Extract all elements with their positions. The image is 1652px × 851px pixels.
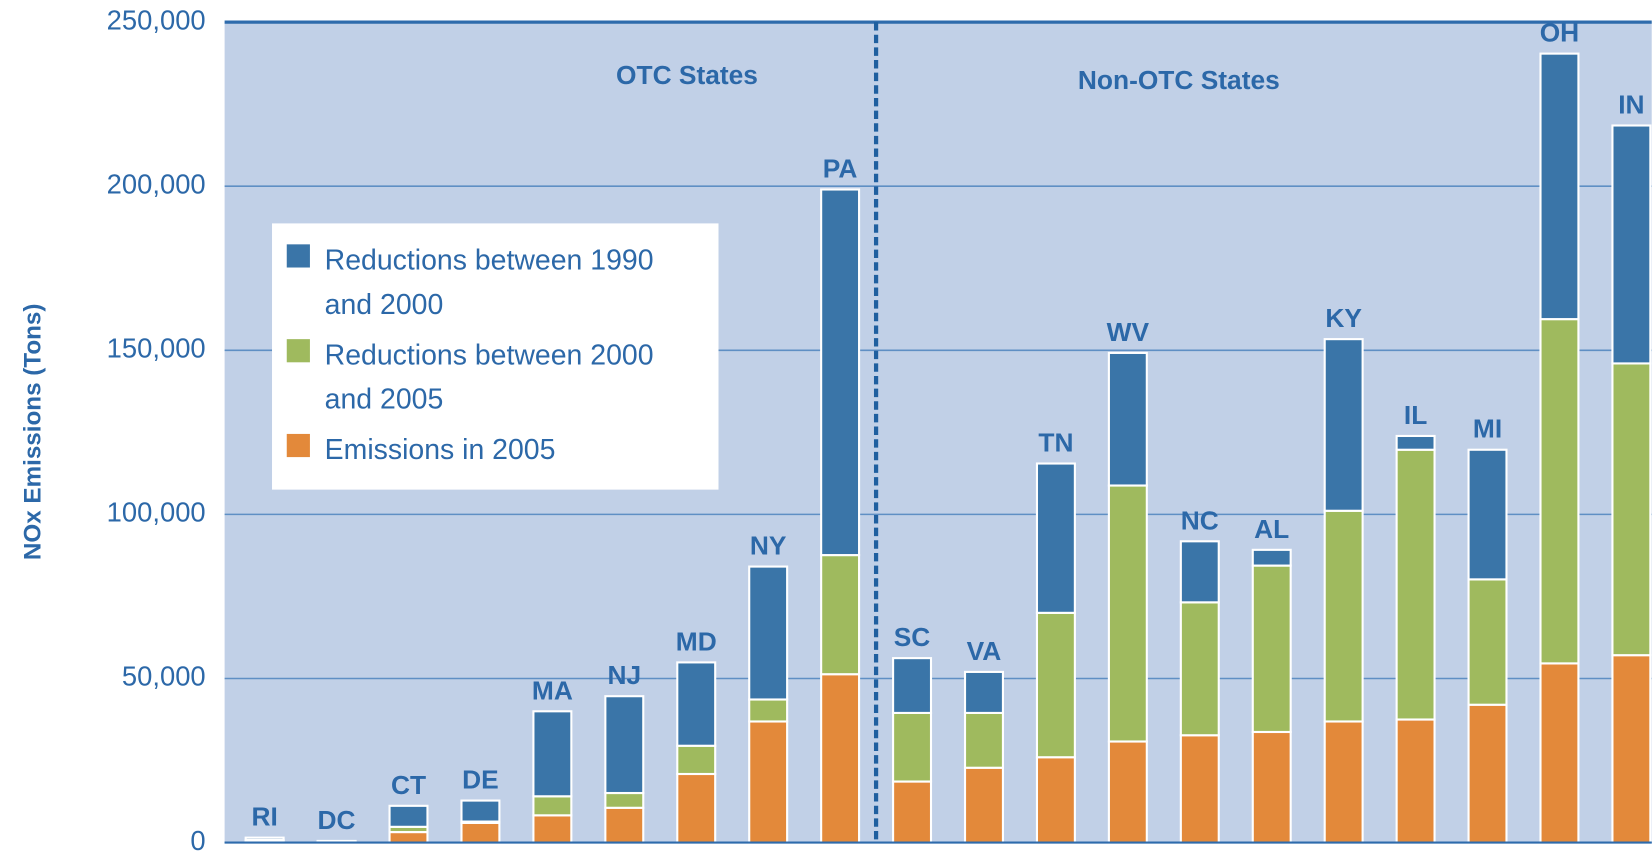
legend: Reductions between 1990 and 2000 Reductio… xyxy=(272,223,719,490)
bar-segment xyxy=(748,720,789,844)
bar-segment xyxy=(532,795,573,817)
bar-segment xyxy=(1251,564,1292,734)
legend-item: Reductions between 2000 and 2005 xyxy=(286,333,708,421)
bar-segment xyxy=(1467,448,1508,581)
category-label: VA xyxy=(967,636,1002,666)
bar-segment xyxy=(1539,662,1580,844)
bar-segment xyxy=(748,698,789,723)
bar-segment xyxy=(604,791,645,809)
y-tick-label: 50,000 xyxy=(122,661,206,692)
category-label: KY xyxy=(1325,303,1362,333)
bar-segment xyxy=(604,695,645,795)
category-label: NC xyxy=(1181,505,1219,535)
category-label: OH xyxy=(1540,18,1580,48)
bar-segment xyxy=(1323,338,1364,512)
bar-segment xyxy=(1323,509,1364,723)
y-tick-label: 0 xyxy=(190,825,205,851)
bar-segment xyxy=(1395,718,1436,844)
bar-segment xyxy=(820,188,861,557)
bar-segment xyxy=(1251,730,1292,844)
bar-segment xyxy=(676,661,717,747)
category-label: DC xyxy=(318,805,356,835)
bar-segment xyxy=(1467,703,1508,844)
bar-segment xyxy=(963,670,1004,714)
legend-box: Reductions between 1990 and 2000 Reductio… xyxy=(272,223,719,490)
bar-segment xyxy=(820,554,861,676)
bar-segment xyxy=(1323,720,1364,844)
category-label: RI xyxy=(251,802,277,832)
category-label: WV xyxy=(1107,317,1150,347)
group-label: OTC States xyxy=(616,60,758,90)
bar-segment xyxy=(1539,52,1580,321)
bar-segment xyxy=(1035,462,1076,614)
bar-segment xyxy=(1179,601,1220,737)
bar-segment xyxy=(1539,318,1580,665)
bar-segment xyxy=(963,711,1004,769)
category-label: IN xyxy=(1618,89,1644,119)
bar-segment xyxy=(892,780,933,844)
bar-segment xyxy=(388,831,429,844)
legend-label: Reductions between 2000 and 2005 xyxy=(324,339,654,415)
bar-segment xyxy=(388,804,429,828)
y-axis-label: NOx Emissions (Tons) xyxy=(19,304,46,561)
bar-segment xyxy=(460,799,501,823)
legend-label: Emissions in 2005 xyxy=(324,433,556,466)
bar-segment xyxy=(244,836,285,842)
y-tick-label: 150,000 xyxy=(107,333,206,364)
category-label: DE xyxy=(462,765,499,795)
y-tick-label: 250,000 xyxy=(107,4,206,35)
legend-item: Reductions between 1990 and 2000 xyxy=(286,238,708,326)
bar-segment xyxy=(820,673,861,844)
category-label: SC xyxy=(894,622,931,652)
category-label: CT xyxy=(391,770,426,800)
bar-segment xyxy=(604,806,645,844)
bar-segment xyxy=(1611,124,1652,365)
y-tick-label: 100,000 xyxy=(107,497,206,528)
bar-segment xyxy=(676,744,717,776)
category-label: AL xyxy=(1254,514,1289,544)
category-label: MA xyxy=(532,675,573,705)
bar-segment xyxy=(1107,351,1148,487)
bar-segment xyxy=(892,711,933,783)
bar-segment xyxy=(676,772,717,844)
bar-segment xyxy=(748,565,789,701)
bar-segment xyxy=(1395,434,1436,451)
category-label: NY xyxy=(750,531,787,561)
legend-item: Emissions in 2005 xyxy=(286,428,708,472)
bar-segment xyxy=(1107,740,1148,844)
bar-segment xyxy=(532,814,573,844)
bar-segment xyxy=(1035,756,1076,844)
bar-segment xyxy=(1395,448,1436,721)
bar-segment xyxy=(892,657,933,714)
bar-segment xyxy=(1179,540,1220,604)
bar-segment xyxy=(1611,654,1652,844)
bar-segment xyxy=(460,821,501,844)
bar-segment xyxy=(1251,548,1292,567)
legend-swatch xyxy=(286,433,310,458)
category-label: NJ xyxy=(607,660,641,690)
legend-label: Reductions between 1990 and 2000 xyxy=(324,244,654,321)
group-label: Non-OTC States xyxy=(1078,65,1280,95)
bar-segment xyxy=(1467,578,1508,706)
category-label: PA xyxy=(823,153,858,183)
bar-segment xyxy=(963,766,1004,844)
bar-segment xyxy=(532,710,573,798)
bar-segment xyxy=(1035,611,1076,759)
bar-segment xyxy=(1179,734,1220,844)
category-label: MI xyxy=(1473,414,1502,444)
bar-segment xyxy=(1611,362,1652,657)
legend-swatch xyxy=(286,244,310,268)
category-label: MD xyxy=(676,626,717,656)
legend-swatch xyxy=(286,339,310,363)
y-tick-label: 200,000 xyxy=(107,168,206,199)
bar-segment xyxy=(1107,484,1148,743)
category-label: TN xyxy=(1038,428,1073,458)
category-label: IL xyxy=(1404,400,1427,430)
